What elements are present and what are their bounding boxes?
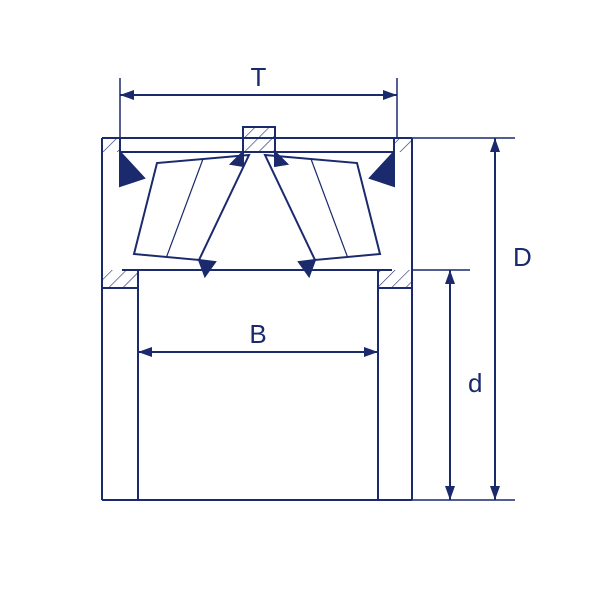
label-B: B (249, 319, 266, 349)
bearing-cross-section (102, 127, 412, 500)
label-d: d (468, 368, 482, 398)
label-D: D (513, 242, 532, 272)
spacer-ring (243, 127, 275, 152)
label-T: T (251, 62, 267, 92)
